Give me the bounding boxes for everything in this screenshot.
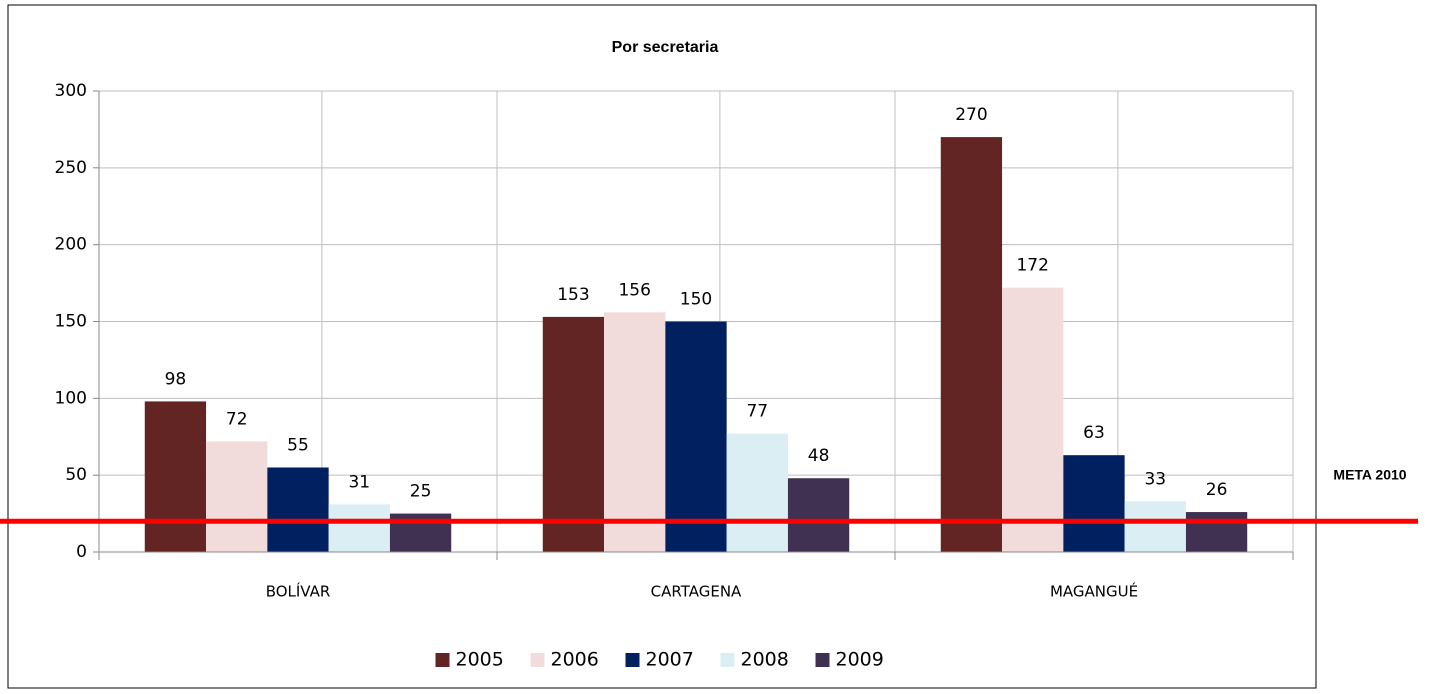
value-label: 153	[557, 285, 589, 305]
bar	[726, 433, 788, 552]
bar	[328, 504, 390, 552]
value-label: 55	[287, 435, 309, 455]
bar	[206, 441, 268, 552]
value-label: 48	[808, 446, 830, 466]
bar	[542, 316, 605, 552]
target-label: META 2010	[1333, 467, 1406, 483]
bar	[144, 401, 207, 552]
value-label: 33	[1144, 469, 1166, 489]
value-label: 63	[1083, 423, 1105, 443]
value-label: 25	[410, 482, 432, 502]
legend-label: 2008	[741, 649, 789, 671]
y-tick-label: 50	[65, 465, 87, 485]
y-tick-label: 250	[55, 158, 87, 178]
y-tick-label: 0	[76, 542, 87, 562]
value-label: 98	[165, 369, 187, 389]
bar	[604, 312, 666, 552]
bar	[940, 137, 1003, 552]
x-tick-label: BOLÍVAR	[266, 582, 331, 601]
bar	[1124, 501, 1186, 552]
value-label: 72	[226, 409, 248, 429]
bar	[267, 467, 329, 552]
x-tick-label: CARTAGENA	[651, 583, 742, 601]
chart-title: Por secretaria	[612, 39, 719, 56]
value-label: 270	[955, 105, 987, 125]
x-tick-label: MAGANGUÉ	[1050, 582, 1138, 601]
y-tick-label: 150	[55, 312, 87, 332]
bar	[1185, 512, 1248, 552]
legend-swatch	[530, 653, 545, 667]
value-label: 31	[348, 472, 370, 492]
legend-label: 2007	[646, 649, 694, 671]
value-label: 150	[680, 290, 712, 310]
bar	[787, 478, 850, 552]
legend-swatch	[435, 653, 450, 667]
legend-label: 2006	[551, 649, 599, 671]
y-tick-label: 300	[55, 81, 87, 101]
legend-swatch	[625, 653, 640, 667]
legend-swatch	[720, 653, 735, 667]
legend-swatch	[815, 653, 830, 667]
value-label: 156	[618, 280, 650, 300]
bar	[1002, 287, 1064, 552]
target-label-bg	[1318, 458, 1445, 494]
value-label: 172	[1016, 256, 1048, 276]
bar	[1063, 455, 1125, 552]
value-label: 77	[746, 402, 768, 422]
legend-label: 2005	[456, 649, 504, 671]
legend-label: 2009	[836, 649, 884, 671]
y-tick-label: 200	[55, 235, 87, 255]
bar	[665, 321, 727, 552]
value-label: 26	[1206, 480, 1228, 500]
y-tick-label: 100	[55, 388, 87, 408]
